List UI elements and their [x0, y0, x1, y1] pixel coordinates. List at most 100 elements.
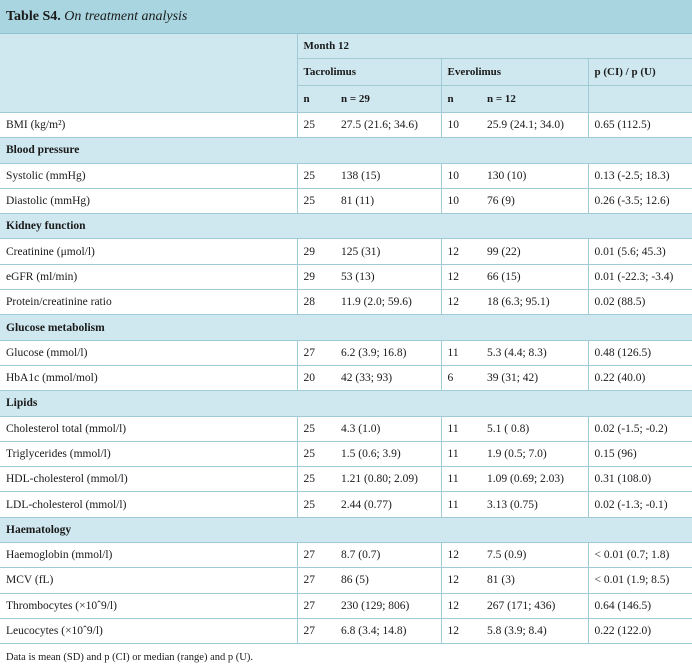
tac-n-cell: 25 [296, 491, 335, 518]
table-row: MCV (fL) 27 86 (5) 12 81 (3) < 0.01 (1.9; 8.5… [0, 567, 692, 594]
row-label: Thrombocytes (×10ˆ9/l) [0, 593, 297, 619]
section-title: Lipids [0, 390, 692, 417]
eve-value-cell: 99 (22) [481, 238, 588, 265]
tac-n-cell: 25 [296, 188, 335, 215]
tac-value-cell: 53 (13) [335, 264, 441, 291]
header-tacrolimus: Tacrolimus [296, 58, 441, 86]
header-tac-count: n = 29 [335, 85, 441, 113]
eve-n-cell: 10 [440, 112, 481, 139]
eve-value-cell: 1.9 (0.5; 7.0) [481, 441, 588, 468]
tac-n-cell: 25 [296, 163, 335, 189]
eve-n-cell: 11 [440, 441, 481, 468]
table-row: Triglycerides (mmol/l) 25 1.5 (0.6; 3.9) 11… [0, 441, 692, 468]
row-label: eGFR (ml/min) [0, 264, 297, 291]
tac-n-cell: 25 [296, 441, 335, 468]
results-table: Month 12 Tacrolimus Everolimus p (CI) / … [0, 34, 692, 645]
tac-n-cell: 29 [296, 264, 335, 291]
pvalue-cell: < 0.01 (0.7; 1.8) [587, 542, 692, 569]
eve-value-cell: 267 (171; 436) [481, 593, 588, 619]
eve-value-cell: 39 (31; 42) [481, 365, 588, 392]
section-row: Haematology [0, 517, 692, 544]
table-row: Creatinine (μmol/l) 29 125 (31) 12 99 (22) 0.… [0, 238, 692, 265]
section-row: Glucose metabolism [0, 314, 692, 341]
row-label: Glucose (mmol/l) [0, 340, 297, 366]
pvalue-cell: 0.02 (-1.3; -0.1) [587, 491, 692, 518]
header-n-tac: n [296, 85, 335, 113]
eve-n-cell: 12 [440, 238, 481, 265]
eve-n-cell: 10 [440, 188, 481, 215]
header-row-month: Month 12 [0, 34, 692, 113]
tac-value-cell: 1.5 (0.6; 3.9) [335, 441, 441, 468]
tac-n-cell: 28 [296, 289, 335, 316]
tac-value-cell: 1.21 (0.80; 2.09) [335, 466, 441, 493]
table-footnote: Data is mean (SD) and p (CI) or median (… [6, 652, 253, 664]
tac-n-cell: 25 [296, 466, 335, 493]
table-row: Systolic (mmHg) 25 138 (15) 10 130 (10) 0.13 … [0, 163, 692, 189]
pvalue-cell: 0.22 (40.0) [587, 365, 692, 392]
tac-value-cell: 27.5 (21.6; 34.6) [335, 112, 441, 139]
tac-value-cell: 42 (33; 93) [335, 365, 441, 392]
tac-value-cell: 125 (31) [335, 238, 441, 265]
section-row: Kidney function [0, 213, 692, 240]
table-row: Glucose (mmol/l) 27 6.2 (3.9; 16.8) 11 5.3 (… [0, 340, 692, 366]
eve-n-cell: 11 [440, 416, 481, 442]
header-month: Month 12 [296, 34, 692, 59]
table-row: Diastolic (mmHg) 25 81 (11) 10 76 (9) 0.26 (-… [0, 188, 692, 215]
pvalue-cell: 0.01 (-22.3; -3.4) [587, 264, 692, 291]
table-row: BMI (kg/m²) 25 27.5 (21.6; 34.6) 10 25.9 (24… [0, 112, 692, 139]
tac-n-cell: 20 [296, 365, 335, 392]
pvalue-cell: 0.26 (-3.5; 12.6) [587, 188, 692, 215]
eve-n-cell: 12 [440, 542, 481, 569]
row-label: Diastolic (mmHg) [0, 188, 297, 215]
eve-n-cell: 11 [440, 340, 481, 366]
eve-n-cell: 12 [440, 567, 481, 594]
row-label: HDL-cholesterol (mmol/l) [0, 466, 297, 493]
eve-value-cell: 25.9 (24.1; 34.0) [481, 112, 588, 139]
tac-n-cell: 27 [296, 618, 335, 645]
eve-n-cell: 12 [440, 593, 481, 619]
eve-value-cell: 5.3 (4.4; 8.3) [481, 340, 588, 366]
tac-value-cell: 6.8 (3.4; 14.8) [335, 618, 441, 645]
row-label: Cholesterol total (mmol/l) [0, 416, 297, 442]
tac-n-cell: 25 [296, 112, 335, 139]
eve-n-cell: 11 [440, 466, 481, 493]
header-pvalue: p (CI) / p (U) [587, 58, 692, 86]
table-row: LDL-cholesterol (mmol/l) 25 2.44 (0.77) 11 3… [0, 491, 692, 518]
row-label: Leucocytes (×10ˆ9/l) [0, 618, 297, 645]
table-row: Thrombocytes (×10ˆ9/l) 27 230 (129; 806) 12… [0, 593, 692, 619]
pvalue-cell: 0.65 (112.5) [587, 112, 692, 139]
eve-value-cell: 81 (3) [481, 567, 588, 594]
table-row: HbA1c (mmol/mol) 20 42 (33; 93) 6 39 (31; 42… [0, 365, 692, 392]
tac-value-cell: 6.2 (3.9; 16.8) [335, 340, 441, 366]
section-title: Haematology [0, 517, 692, 544]
pvalue-cell: 0.15 (96) [587, 441, 692, 468]
caption-label: Table S4. [6, 9, 61, 24]
pvalue-cell: 0.31 (108.0) [587, 466, 692, 493]
eve-value-cell: 5.1 ( 0.8) [481, 416, 588, 442]
tac-n-cell: 27 [296, 567, 335, 594]
header-everolimus: Everolimus [440, 58, 588, 86]
eve-n-cell: 12 [440, 618, 481, 645]
pvalue-cell: 0.02 (88.5) [587, 289, 692, 316]
pvalue-cell: < 0.01 (1.9; 8.5) [587, 567, 692, 594]
pvalue-cell: 0.02 (-1.5; -0.2) [587, 416, 692, 442]
tac-value-cell: 138 (15) [335, 163, 441, 189]
pvalue-cell: 0.13 (-2.5; 18.3) [587, 163, 692, 189]
header-n-eve: n [440, 85, 481, 113]
header-row-n: n n = 29 n n = 12 [0, 85, 692, 113]
eve-value-cell: 7.5 (0.9) [481, 542, 588, 569]
eve-value-cell: 1.09 (0.69; 2.03) [481, 466, 588, 493]
row-label: Haemoglobin (mmol/l) [0, 542, 297, 569]
caption-title: On treatment analysis [64, 9, 188, 24]
table-row: Protein/creatinine ratio 28 11.9 (2.0; 59.… [0, 289, 692, 316]
tac-n-cell: 27 [296, 340, 335, 366]
tac-value-cell: 86 (5) [335, 567, 441, 594]
tac-value-cell: 4.3 (1.0) [335, 416, 441, 442]
eve-value-cell: 76 (9) [481, 188, 588, 215]
eve-value-cell: 18 (6.3; 95.1) [481, 289, 588, 316]
section-row: Lipids [0, 390, 692, 417]
tac-n-cell: 27 [296, 542, 335, 569]
tac-n-cell: 25 [296, 416, 335, 442]
section-title: Glucose metabolism [0, 314, 692, 341]
